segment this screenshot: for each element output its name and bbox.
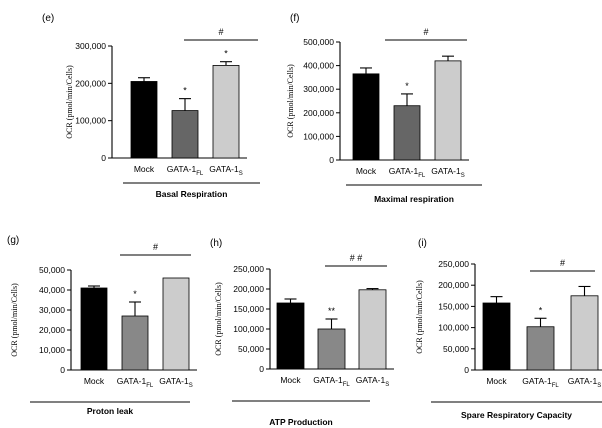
y-tick-label: 0	[464, 365, 469, 375]
bar-mock	[80, 287, 108, 371]
bar-gata-1s	[434, 60, 462, 161]
y-tick-label: 100,000	[233, 324, 264, 334]
x-axis-title: Basal Respiration	[156, 189, 228, 199]
bar-gata-1fl	[317, 328, 346, 370]
y-tick-label: 400,000	[303, 61, 334, 71]
x-axis-title: Spare Respiratory Capacity	[461, 410, 572, 420]
y-tick-label: 200,000	[233, 284, 264, 294]
bar-gata-1fl	[526, 326, 555, 371]
bar-gata-1s	[358, 289, 387, 370]
bar-gata-1fl	[171, 110, 199, 159]
x-category-label: GATA-1S	[356, 375, 389, 388]
significance-mark: *	[133, 289, 137, 299]
x-category-label: Mock	[280, 375, 301, 385]
panel-label: (f)	[290, 13, 299, 24]
y-tick-label: 150,000	[438, 301, 469, 311]
x-category-label: GATA-1FL	[313, 375, 350, 388]
bar-gata-1fl	[393, 105, 421, 161]
bracket-label: #	[423, 27, 428, 37]
x-category-label: GATA-1S	[568, 376, 601, 389]
significance-mark: *	[405, 81, 409, 91]
x-category-label: Mock	[486, 376, 507, 386]
significance-mark: *	[224, 49, 228, 59]
x-category-label: Mock	[134, 164, 155, 174]
bar-gata-1s	[212, 65, 240, 159]
bracket-label: #	[153, 242, 158, 252]
y-tick-label: 200,000	[303, 108, 334, 118]
bar-gata-1s	[162, 277, 190, 371]
significance-mark: **	[328, 306, 336, 316]
y-tick-label: 20,000	[39, 325, 65, 335]
y-tick-label: 100,000	[75, 116, 106, 126]
x-category-label: GATA-1FL	[117, 376, 154, 389]
x-category-label: GATA-1FL	[389, 166, 426, 179]
bar-mock	[276, 302, 305, 370]
x-category-label: GATA-1S	[209, 164, 242, 177]
chart-panel-2: (f) 0 100,000 200,000 300,000 400,000 500,000 O…	[286, 13, 482, 204]
x-axis-title: ATP Production	[269, 417, 332, 427]
x-category-label: GATA-1S	[431, 166, 464, 179]
y-tick-label: 0	[259, 364, 264, 374]
y-axis-title: OCR (pmol/min/Cells)	[286, 64, 295, 138]
y-tick-label: 30,000	[39, 305, 65, 315]
chart-panel-3: (g) 0 10,000 20,000 30,000 40,000 50,000 OCR (p…	[7, 235, 197, 416]
bracket-label: #	[560, 258, 565, 268]
y-tick-label: 300,000	[303, 84, 334, 94]
chart-panel-4: (h) 0 50,000 100,000 150,000 200,000 250,000 OC…	[210, 238, 394, 427]
bar-mock	[352, 73, 380, 161]
y-tick-label: 250,000	[438, 259, 469, 269]
bracket-label: # #	[350, 253, 363, 263]
panel-label: (g)	[7, 235, 19, 246]
y-tick-label: 50,000	[443, 344, 469, 354]
bar-gata-1s	[570, 295, 599, 371]
panel-label: (h)	[210, 238, 222, 249]
x-axis-title: Maximal respiration	[374, 194, 454, 204]
x-category-label: GATA-1FL	[522, 376, 559, 389]
bar-gata-1fl	[121, 315, 149, 371]
y-axis-title: OCR (pmol/min/Cells)	[10, 283, 19, 357]
y-tick-label: 50,000	[39, 265, 65, 275]
y-tick-label: 0	[60, 365, 65, 375]
y-tick-label: 300,000	[75, 41, 106, 51]
y-tick-label: 100,000	[303, 131, 334, 141]
x-category-label: GATA-1FL	[167, 164, 204, 177]
y-tick-label: 500,000	[303, 37, 334, 47]
y-tick-label: 40,000	[39, 285, 65, 295]
x-category-label: Mock	[84, 376, 105, 386]
x-category-label: GATA-1S	[159, 376, 192, 389]
y-tick-label: 50,000	[238, 344, 264, 354]
y-tick-label: 10,000	[39, 345, 65, 355]
x-axis-title: Proton leak	[87, 406, 134, 416]
panel-label: (e)	[42, 13, 54, 24]
y-tick-label: 100,000	[438, 323, 469, 333]
y-tick-label: 150,000	[233, 304, 264, 314]
chart-panel-1: (e) 0 100,000 200,000 300,000 OCR (pmol/min/C…	[42, 13, 260, 199]
y-tick-label: 200,000	[75, 78, 106, 88]
y-axis-title: OCR (pmol/min/Cells)	[415, 280, 424, 354]
significance-mark: *	[183, 86, 187, 96]
y-axis-title: OCR (pmol/min/Cells)	[214, 282, 223, 356]
y-axis-title: OCR (pmol/min/Cells)	[65, 65, 74, 139]
y-tick-label: 0	[101, 153, 106, 163]
bar-mock	[482, 302, 511, 371]
y-tick-label: 250,000	[233, 264, 264, 274]
bar-mock	[130, 81, 158, 159]
y-tick-label: 0	[329, 155, 334, 165]
x-category-label: Mock	[356, 166, 377, 176]
bracket-label: #	[218, 27, 223, 37]
chart-panel-5: (i) 0 50,000 100,000 150,000 200,000 250,000 OC…	[415, 238, 602, 420]
significance-mark: *	[539, 305, 543, 315]
panel-label: (i)	[418, 238, 427, 249]
y-tick-label: 200,000	[438, 280, 469, 290]
